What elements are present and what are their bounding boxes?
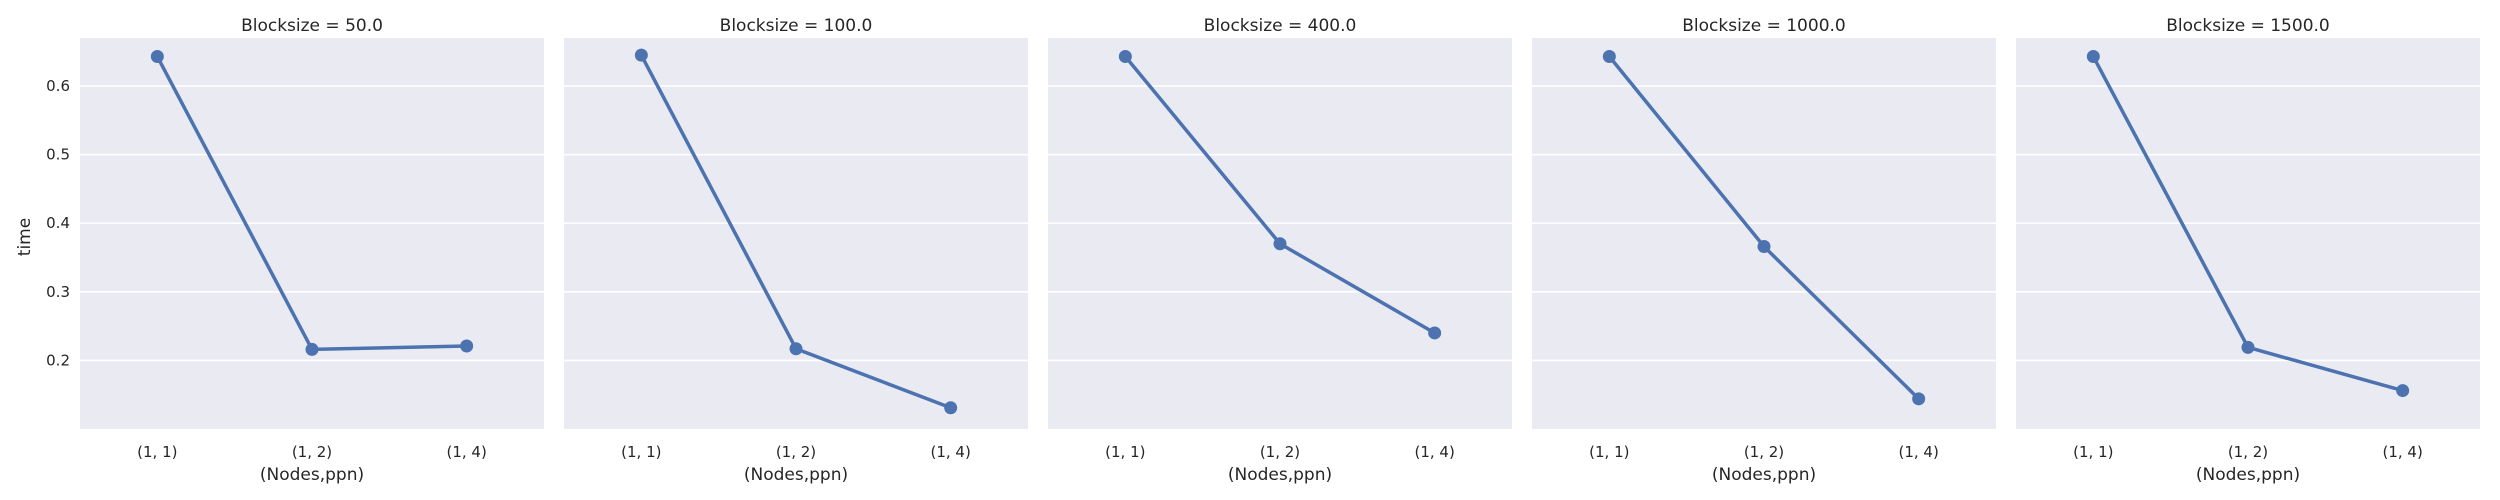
panel-background bbox=[1048, 38, 1512, 429]
data-point bbox=[1428, 326, 1442, 340]
data-point bbox=[1602, 50, 1616, 64]
panel-background bbox=[1532, 38, 1996, 429]
x-tick-label: (1, 2) bbox=[776, 443, 816, 461]
x-axis-label: (Nodes,ppn) bbox=[1228, 465, 1332, 485]
x-tick-label: (1, 1) bbox=[2073, 443, 2113, 461]
data-point bbox=[2396, 384, 2410, 398]
x-tick-label: (1, 2) bbox=[2228, 443, 2268, 461]
data-point bbox=[944, 401, 958, 415]
data-point bbox=[460, 339, 474, 353]
x-tick-label: (1, 1) bbox=[137, 443, 177, 461]
x-tick-label: (1, 4) bbox=[1415, 443, 1455, 461]
panel-2: Blocksize = 100.0 (1, 1) (1, 2) (1, 4) (Node… bbox=[564, 16, 1028, 485]
x-axis-label: (Nodes,ppn) bbox=[2196, 465, 2300, 485]
data-point bbox=[1118, 50, 1132, 64]
panel-background bbox=[564, 38, 1028, 429]
y-tick-label: 0.5 bbox=[46, 146, 70, 164]
x-tick-label: (1, 1) bbox=[621, 443, 661, 461]
x-tick-label: (1, 2) bbox=[292, 443, 332, 461]
panel-title: Blocksize = 100.0 bbox=[720, 16, 873, 36]
y-axis-label: time bbox=[15, 218, 35, 256]
panel-1: 0.2 0.3 0.4 0.5 0.6 Blocksize = 50.0 (1, 1) (1,… bbox=[46, 16, 544, 485]
data-point bbox=[150, 50, 164, 64]
panel-background bbox=[2016, 38, 2480, 429]
panel-title: Blocksize = 400.0 bbox=[1204, 16, 1357, 36]
data-point bbox=[1757, 240, 1771, 254]
data-point bbox=[1273, 237, 1287, 251]
panel-title: Blocksize = 1000.0 bbox=[1682, 16, 1845, 36]
x-tick-label: (1, 4) bbox=[447, 443, 487, 461]
panel-background bbox=[80, 38, 544, 429]
x-tick-label: (1, 1) bbox=[1589, 443, 1629, 461]
panel-title: Blocksize = 50.0 bbox=[241, 16, 383, 36]
x-tick-label: (1, 4) bbox=[2383, 443, 2423, 461]
panel-5: Blocksize = 1500.0 (1, 1) (1, 2) (1, 4) (Nod… bbox=[2016, 16, 2480, 485]
y-tick-label: 0.4 bbox=[46, 214, 70, 232]
x-axis-label: (Nodes,ppn) bbox=[1712, 465, 1816, 485]
x-tick-label: (1, 4) bbox=[931, 443, 971, 461]
x-tick-label: (1, 2) bbox=[1744, 443, 1784, 461]
data-point bbox=[2086, 50, 2100, 64]
data-point bbox=[634, 48, 648, 62]
panel-3: Blocksize = 400.0 (1, 1) (1, 2) (1, 4) (Node… bbox=[1048, 16, 1512, 485]
panel-4: Blocksize = 1000.0 (1, 1) (1, 2) (1, 4) (Nod… bbox=[1532, 16, 1996, 485]
x-tick-label: (1, 2) bbox=[1260, 443, 1300, 461]
x-axis-label: (Nodes,ppn) bbox=[260, 465, 364, 485]
chart-panels: 0.2 0.3 0.4 0.5 0.6 Blocksize = 50.0 (1, 1) (1,… bbox=[46, 16, 2480, 485]
x-axis-label: (Nodes,ppn) bbox=[744, 465, 848, 485]
data-point bbox=[2241, 340, 2255, 354]
y-tick-label: 0.3 bbox=[46, 283, 70, 301]
data-point bbox=[1912, 392, 1926, 406]
y-tick-label: 0.6 bbox=[46, 77, 70, 95]
y-tick-label: 0.2 bbox=[46, 351, 70, 369]
panel-title: Blocksize = 1500.0 bbox=[2166, 16, 2329, 36]
data-point bbox=[305, 342, 319, 356]
x-tick-label: (1, 4) bbox=[1899, 443, 1939, 461]
data-point bbox=[789, 342, 803, 356]
x-tick-label: (1, 1) bbox=[1105, 443, 1145, 461]
